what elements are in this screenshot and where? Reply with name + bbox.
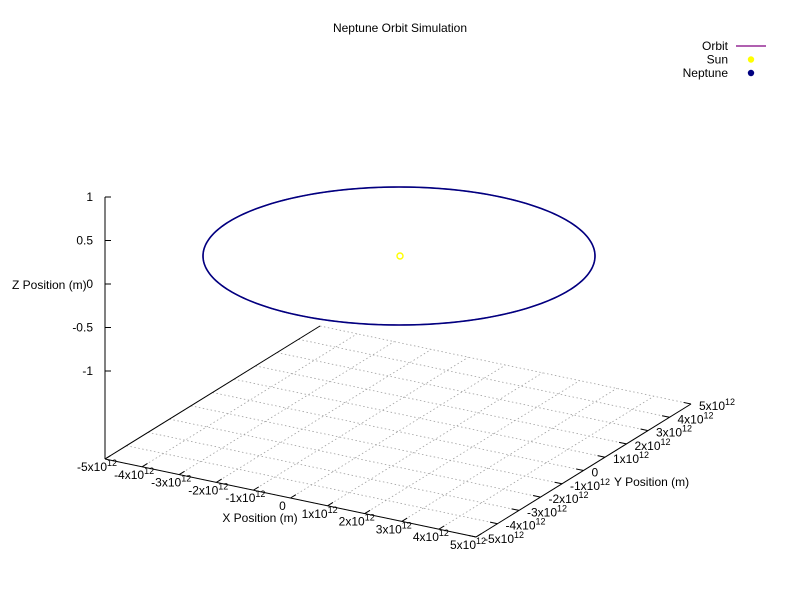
- y-tick-mark: [618, 441, 627, 445]
- x-tick-label: -3x1012: [151, 474, 191, 490]
- x-tick-label: 0: [279, 499, 286, 513]
- grid-line-x: [141, 333, 358, 468]
- y-tick-mark: [511, 508, 520, 511]
- x-tick-mark: [290, 494, 297, 499]
- x-tick-mark: [438, 525, 445, 530]
- y-tick-label: 5x1012: [699, 397, 735, 413]
- x-tick-label: 3x1012: [376, 520, 412, 536]
- y-tick-mark: [640, 428, 649, 432]
- data-layer: [202, 186, 596, 326]
- x-tick-label: 2x1012: [339, 513, 375, 529]
- x-axis-label: X Position (m): [222, 511, 297, 525]
- x-tick-mark: [141, 463, 148, 468]
- grid-line-x: [401, 388, 618, 522]
- grid-line-x: [216, 349, 432, 483]
- grid-line-y: [233, 378, 606, 458]
- x-tick-label: -2x1012: [188, 481, 228, 497]
- y-tick-mark: [532, 495, 541, 498]
- y-tick-label: 4x1012: [678, 410, 714, 426]
- z-tick-label: 1: [86, 190, 93, 204]
- y-tick-label: -5x1012: [484, 530, 524, 546]
- legend-swatch-neptune: [747, 69, 755, 77]
- y-tick-label: -2x1012: [549, 490, 589, 506]
- grid-line-y: [298, 338, 670, 418]
- grid-layer: [104, 325, 692, 538]
- x-tick-mark: [253, 486, 260, 491]
- x-tick-label: -4x1012: [114, 466, 154, 482]
- neptune-path: [202, 186, 596, 326]
- chart-title: Neptune Orbit Simulation: [333, 21, 467, 35]
- z-tick-label: -1: [82, 364, 93, 378]
- y-axis-back-line: [104, 325, 321, 460]
- y-tick-mark: [597, 455, 606, 458]
- x-tick-label: -1x1012: [225, 489, 265, 505]
- z-tick-label: -0.5: [72, 321, 93, 335]
- legend-label-sun: Sun: [707, 53, 728, 67]
- y-tick-label: 0: [592, 466, 599, 480]
- x-tick-mark: [327, 502, 334, 507]
- y-tick-mark: [683, 401, 692, 405]
- y-tick-label: 2x1012: [635, 437, 671, 453]
- grid-line-x: [290, 364, 506, 499]
- x-tick-mark: [216, 478, 222, 483]
- x-tick-mark: [178, 470, 185, 476]
- grid-line-y: [276, 352, 649, 431]
- z-axis-label: Z Position (m): [12, 278, 87, 292]
- y-tick-mark: [575, 468, 584, 471]
- x-tick-mark: [364, 509, 371, 515]
- x-tick-label: 5x1012: [450, 536, 486, 552]
- legend-swatch-sun: [747, 56, 755, 63]
- y-tick-label: 1x1012: [613, 450, 649, 466]
- y-tick-mark: [554, 481, 563, 485]
- grid-line-x: [327, 372, 543, 507]
- grid-line-y: [147, 432, 520, 511]
- orbit-line: [202, 186, 596, 326]
- x-tick-mark: [475, 533, 482, 538]
- y-tick-label: -4x1012: [506, 517, 546, 533]
- x-tick-mark: [104, 455, 111, 460]
- sun-point: [396, 252, 404, 260]
- grid-line-x: [253, 356, 469, 491]
- y-tick-label: -1x1012: [570, 477, 610, 493]
- y-tick-label: -3x1012: [527, 503, 567, 519]
- y-tick-label: 3x1012: [656, 424, 692, 440]
- x-tick-label: -5x1012: [77, 458, 117, 474]
- x-tick-mark: [401, 517, 408, 522]
- y-tick-mark: [489, 521, 498, 525]
- y-tick-mark: [468, 534, 477, 538]
- grid-line-y: [212, 392, 584, 471]
- z-tick-label: 0: [86, 277, 93, 291]
- legend-label-orbit: Orbit: [702, 39, 729, 53]
- x-tick-label: 1x1012: [302, 505, 338, 521]
- ticks-layer: -5x1012-4x1012-3x1012-2x1012-1x101201x10…: [72, 190, 735, 552]
- x-tick-label: 4x1012: [413, 528, 449, 544]
- y-tick-mark: [661, 415, 670, 418]
- y-axis-label: Y Position (m): [614, 475, 689, 489]
- legend-label-neptune: Neptune: [683, 66, 729, 80]
- grid-line-x: [178, 341, 395, 475]
- z-tick-label: 0.5: [76, 234, 93, 248]
